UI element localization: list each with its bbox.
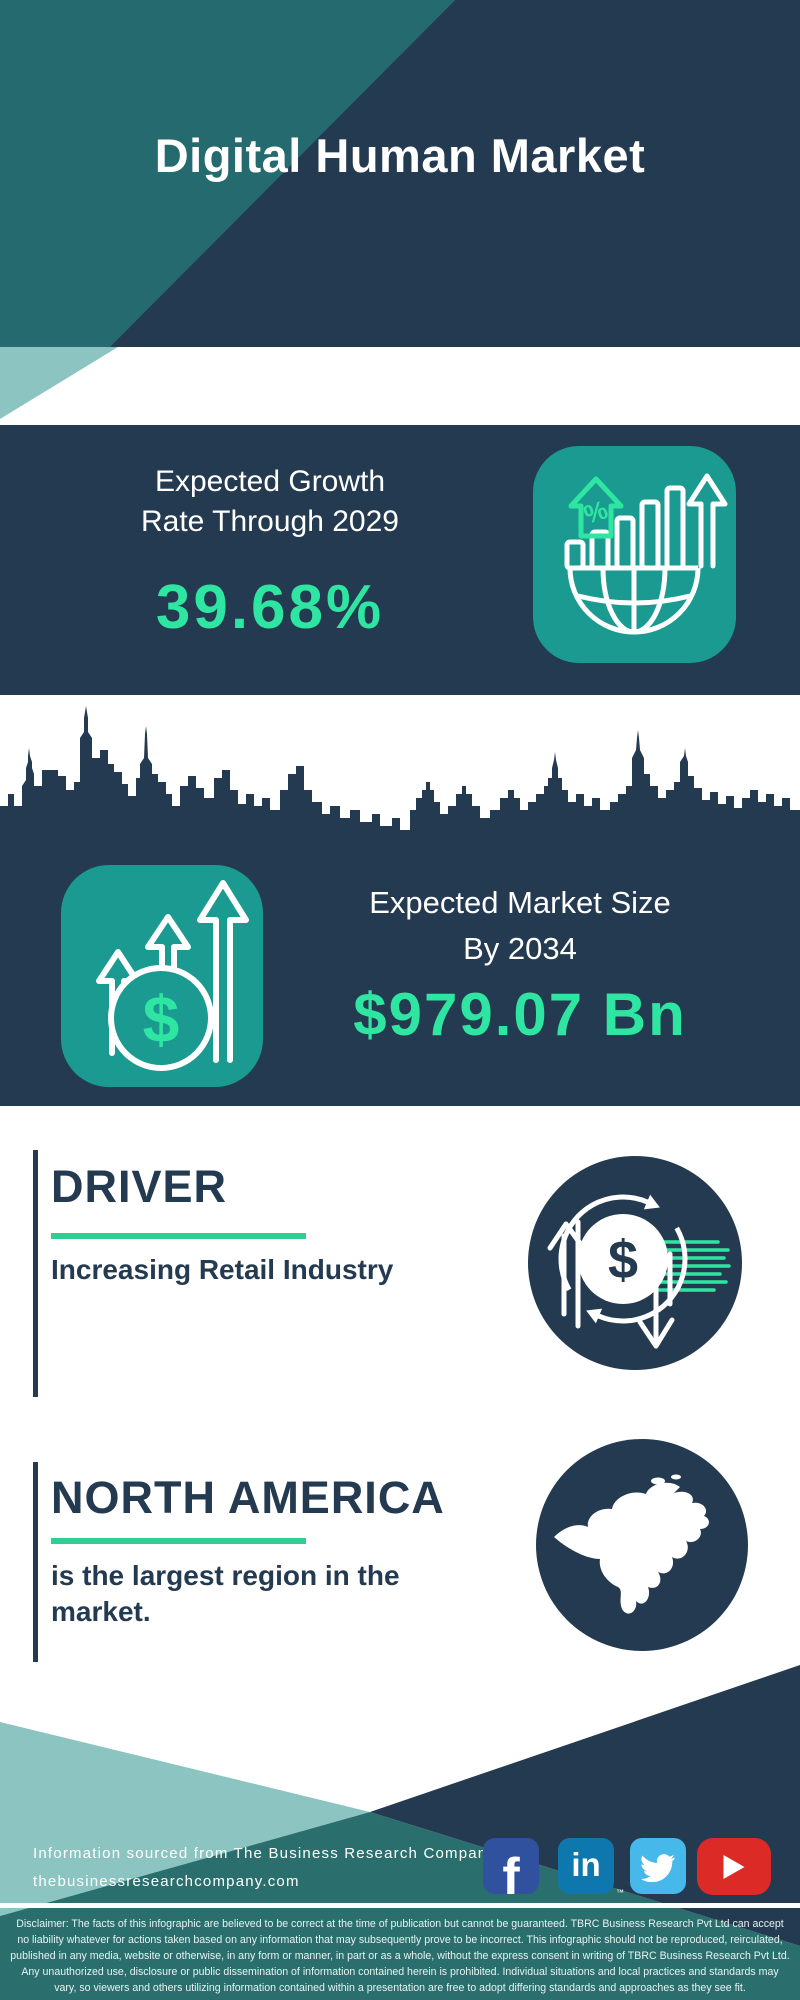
facebook-glyph: f (502, 1848, 520, 1894)
driver-underline (51, 1233, 306, 1239)
svg-text:%: % (580, 494, 611, 530)
footer-navy-triangle (370, 1665, 800, 1946)
dollar-cycle-icon: $ (528, 1156, 742, 1370)
page-title: Digital Human Market (154, 129, 646, 182)
growth-rate-value: 39.68% (155, 573, 385, 642)
disclaimer-text: Disclaimer: The facts of this infographi… (10, 1918, 790, 1995)
facebook-icon[interactable]: f (483, 1838, 539, 1894)
source-url[interactable]: thebusinessresearchcompany.com (33, 1873, 300, 1890)
seafoam-triangle (0, 347, 118, 419)
linkedin-glyph: in (571, 1846, 601, 1883)
region-heading: NORTH AMERICA (51, 1472, 445, 1523)
market-size-title-line1: Expected Market Size (369, 885, 671, 920)
footer-divider-line (0, 1903, 800, 1908)
twitter-bird (641, 1854, 675, 1882)
market-size-title: Expected Market Size By 2034 (300, 880, 740, 972)
growth-title-line2: Rate Through 2029 (141, 505, 399, 538)
globe-growth-icon-art: % (564, 473, 728, 635)
growth-title: Expected Growth Rate Through 2029 (20, 462, 520, 542)
source-text: Information sourced from The Business Re… (33, 1845, 497, 1862)
city-skyline-silhouette (0, 706, 800, 853)
driver-accent-bar (33, 1150, 38, 1397)
arrows-dollar-icon-art: $ (96, 880, 249, 1071)
driver-text: Increasing Retail Industry (51, 1254, 394, 1285)
house-percent-icon (568, 476, 624, 539)
north-america-map-icon (536, 1439, 748, 1651)
linkedin-icon[interactable]: in (558, 1838, 614, 1894)
header-band (0, 0, 800, 347)
footer-seafoam-triangle (0, 1722, 370, 1916)
svg-text:$: $ (608, 1230, 638, 1290)
arrows-dollar-icon: $ (61, 865, 263, 1087)
linkedin-trademark: ™ (616, 1888, 624, 1897)
market-size-title-line2: By 2034 (463, 931, 577, 966)
market-size-value: $979.07 Bn (353, 981, 687, 1048)
growth-title-line1: Expected Growth (154, 465, 386, 498)
youtube-icon[interactable] (697, 1838, 771, 1895)
region-accent-bar (33, 1462, 38, 1662)
twitter-icon[interactable] (630, 1838, 686, 1894)
region-text: is the largest region in the market. (51, 1560, 400, 1627)
driver-heading: DRIVER (51, 1161, 228, 1212)
region-underline (51, 1538, 306, 1544)
globe-growth-icon: % (533, 446, 736, 663)
youtube-play-triangle (723, 1854, 745, 1879)
footer-art (0, 1665, 800, 2000)
svg-text:$: $ (143, 982, 180, 1056)
